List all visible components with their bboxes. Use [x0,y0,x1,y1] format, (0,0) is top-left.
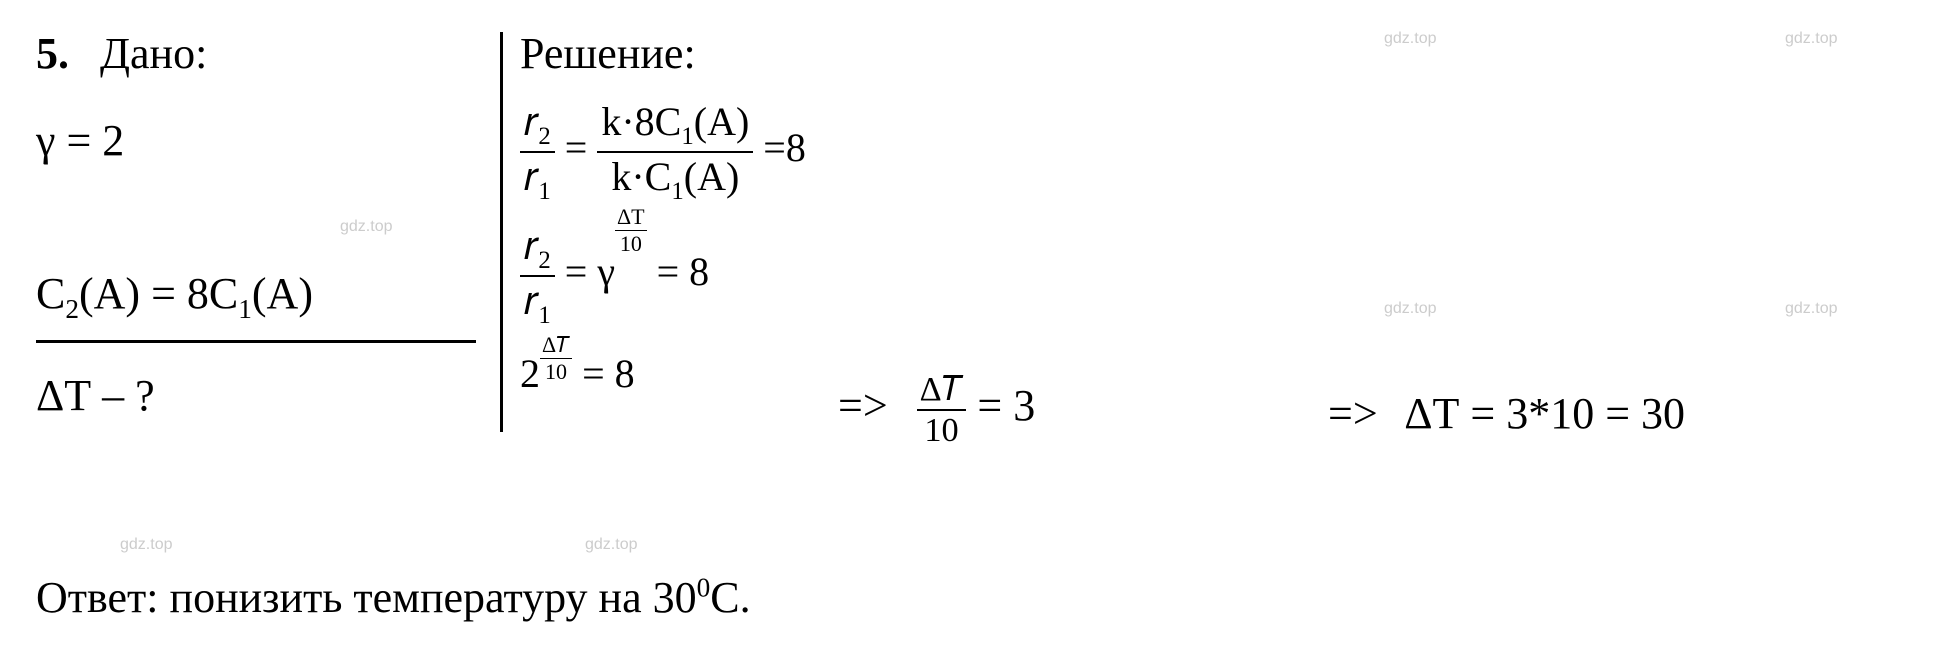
unknown-deltaT: ΔТ – ? [36,370,155,421]
watermark: gdz.top [1384,300,1436,318]
eq1-result: =8 [763,125,806,170]
eq3-base: 2 [520,351,540,396]
eq3-eq3: = 3 [977,381,1035,430]
eq3-exponent: Δ𝑇 10 [540,332,572,385]
eq2-equals-gamma: = γ [565,249,615,294]
c2-mid: (A) = 8С [79,269,238,318]
physics-solution-page: 5. Дано: γ = 2 С2(A) = 8С1(A) ΔТ – ? Реш… [0,0,1934,659]
eq2-lhs-fraction: 𝑟2 𝑟1 [520,222,555,330]
watermark: gdz.top [1785,300,1837,318]
watermark: gdz.top [1384,30,1436,48]
vertical-divider [500,32,503,432]
eq2-result: = 8 [657,249,710,294]
answer-line: Ответ: понизить температуру на 300С. [36,572,751,623]
given-concentration-relation: С2(A) = 8С1(A) [36,268,313,325]
c2-sub: 2 [65,294,79,324]
c1-sub: 1 [238,294,252,324]
answer-text-b: С. [710,573,750,622]
answer-label: Ответ: [36,573,170,622]
watermark: gdz.top [340,218,392,236]
equation-1: 𝑟2 𝑟1 = k·8С1(A) k·С1(A) =8 [520,98,806,206]
eq2-exponent: ΔТ 10 [615,204,647,257]
equation-3-part2: => Δ𝑇 10 = 3 [820,370,1035,450]
implies-arrow-2: => [1328,388,1378,439]
watermark: gdz.top [120,536,172,554]
eq3-final: ΔТ = 3*10 = 30 [1404,389,1685,438]
equation-3-part1: 2 Δ𝑇 10 = 8 [520,350,635,403]
eq3-mid-fraction: Δ𝑇 10 [917,370,967,450]
eq1-rhs-fraction: k·8С1(A) k·С1(A) [597,98,753,206]
answer-degree-sup: 0 [697,572,711,602]
answer-text-a: понизить температуру на 30 [170,573,697,622]
c2-sym: С [36,269,65,318]
eq1-lhs-fraction: 𝑟2 𝑟1 [520,98,555,206]
given-label: Дано: [100,28,207,79]
solution-label: Решение: [520,28,696,79]
implies-arrow-1: => [838,380,888,431]
watermark: gdz.top [585,536,637,554]
c2-tail: (A) [252,269,313,318]
given-gamma: γ = 2 [36,115,124,166]
problem-number: 5. [36,28,69,79]
equation-3-part3: => ΔТ = 3*10 = 30 [1310,388,1685,439]
eq1-equals: = [565,125,598,170]
given-underline [36,340,476,343]
eq3-eq8: = 8 [582,351,635,396]
equation-2: 𝑟2 𝑟1 = γ ΔТ 10 = 8 [520,222,709,330]
watermark: gdz.top [1785,30,1837,48]
